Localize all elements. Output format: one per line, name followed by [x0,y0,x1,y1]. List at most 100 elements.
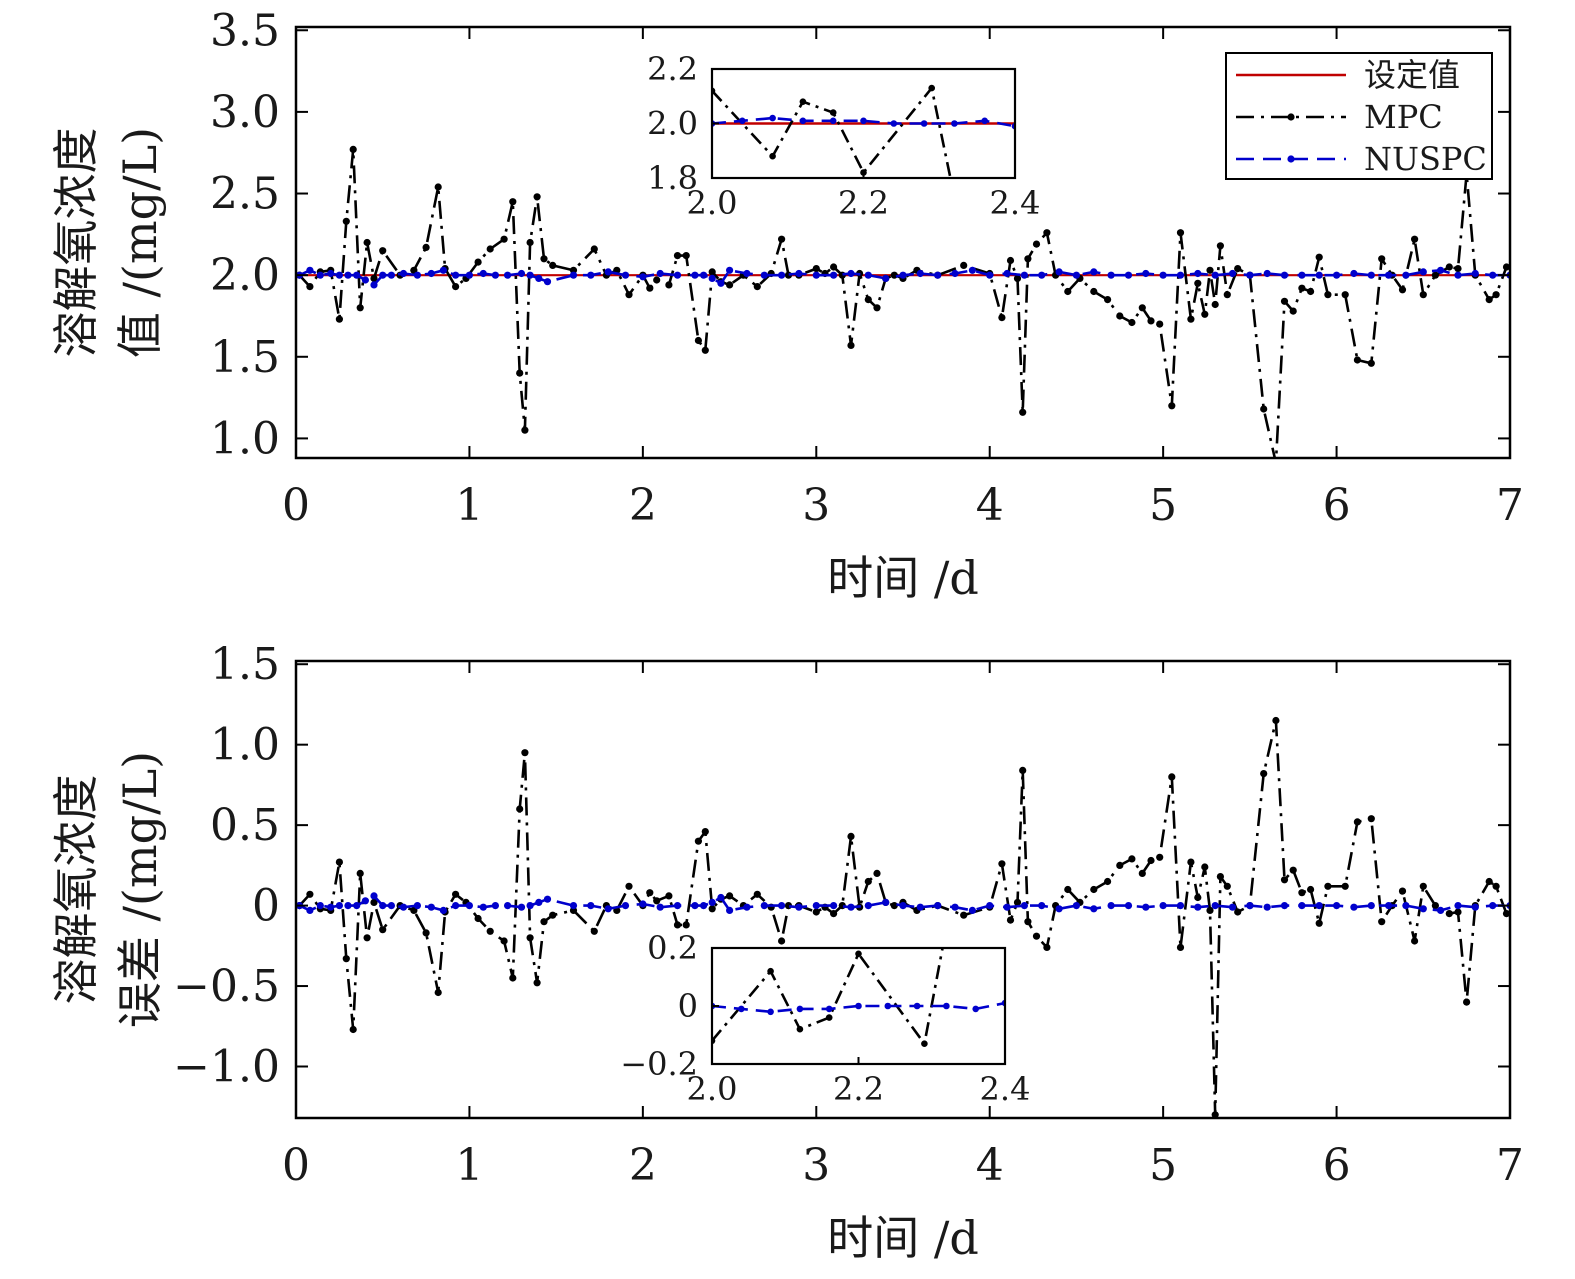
data-point-MPC-50 [812,908,820,916]
data-point-MPC-4 [335,858,343,866]
data-point-NUSPC-2 [316,271,324,279]
data-point-NUSPC-78 [1471,269,1479,278]
data-point-MPC-36 [665,281,673,289]
data-point-NUSPC-65 [1246,271,1254,279]
data-point-NUSPC-45 [899,271,907,279]
data-point-MPC-41 [708,268,716,276]
x-tick-label: 2 [629,1140,657,1191]
data-point-NUSPC-8 [370,892,378,900]
data-point-NUSPC-77 [1454,902,1462,910]
data-point-NUSPC-4 [825,1005,833,1013]
data-point-NUSPC-48 [951,269,959,278]
data-point-MPC-86 [1201,863,1209,871]
data-point-NUSPC-3 [799,117,807,125]
data-point-NUSPC-9 [379,271,387,279]
data-point-NUSPC-20 [517,269,526,278]
data-point-MPC-99 [1315,919,1323,927]
data-point-NUSPC-54 [1055,905,1063,913]
data-point-NUSPC-45 [899,902,907,910]
data-point-NUSPC-56 [1090,905,1098,913]
data-point-MPC-101 [1341,291,1349,299]
data-point-MPC-70 [1032,932,1041,940]
data-point-NUSPC-47 [934,271,942,279]
data-point-MPC-109 [1431,271,1439,279]
data-point-MPC-27 [549,911,557,919]
data-point-NUSPC-21 [526,271,534,279]
data-point-NUSPC-5 [860,117,867,125]
data-point-MPC-87 [1206,906,1214,915]
y-tick-label: 2.0 [647,105,698,143]
data-point-NUSPC-35 [726,906,734,915]
data-point-MPC-76 [1104,296,1112,304]
data-point-MPC-81 [1156,853,1164,861]
data-point-NUSPC-1 [306,266,314,274]
legend-marker-MPC [1287,113,1295,121]
data-point-NUSPC-3 [796,1005,804,1013]
data-point-NUSPC-8 [370,281,378,289]
data-point-NUSPC-39 [795,903,803,911]
data-point-NUSPC-69 [1315,271,1323,279]
data-point-NUSPC-47 [934,902,942,910]
data-point-MPC-78 [1128,855,1136,863]
data-point-NUSPC-74 [1402,271,1410,279]
data-point-MPC-27 [549,261,557,269]
data-point-NUSPC-79 [1489,902,1497,910]
data-point-NUSPC-38 [778,271,786,279]
y-axis-label-line-1: 溶解氧浓度 [49,775,103,1005]
data-point-NUSPC-29 [656,903,664,911]
x-tick-label: 4 [976,1140,1004,1191]
y-tick-label: 0.5 [210,800,280,851]
data-point-NUSPC-33 [708,274,716,282]
data-point-NUSPC-68 [1298,271,1306,279]
data-point-MPC-90 [1223,291,1231,299]
x-tick-label: 2.0 [687,1070,738,1108]
data-point-MPC-9 [370,274,378,282]
data-point-NUSPC-48 [951,903,959,911]
x-tick-label: 0 [282,1140,310,1191]
data-point-MPC-21 [509,198,517,206]
data-point-MPC-22 [516,369,524,377]
data-point-MPC-98 [1307,287,1315,296]
data-point-MPC-99 [1315,253,1323,261]
data-point-MPC-77 [1116,312,1124,320]
data-point-MPC-9 [370,898,378,907]
data-point-MPC-108 [1419,882,1427,890]
x-tick-label: 5 [1149,1140,1177,1191]
data-point-MPC-69 [1024,255,1032,263]
data-point-MPC-1 [306,283,314,291]
data-point-MPC-70 [1032,240,1041,248]
data-point-MPC-85 [1194,279,1202,287]
data-point-MPC-47 [778,235,786,243]
data-point-MPC-10 [379,247,387,255]
data-point-MPC-100 [1324,291,1332,299]
y-axis-label-line-2: 值 /(mg/L) [113,127,167,358]
data-point-NUSPC-51 [1003,903,1011,911]
data-point-MPC-65 [998,860,1006,868]
data-point-MPC-23 [521,426,529,434]
data-point-NUSPC-36 [743,903,751,911]
data-point-NUSPC-77 [1454,271,1462,279]
data-point-NUSPC-67 [1280,271,1289,279]
data-point-MPC-39 [694,837,703,845]
data-point-NUSPC-25 [587,902,595,910]
data-point-MPC-6 [349,145,357,153]
inset-plot-area [712,948,1005,1047]
data-point-MPC-6 [951,194,958,201]
data-point-NUSPC-34 [717,279,725,287]
data-point-NUSPC-69 [1315,902,1323,910]
data-point-MPC-94 [1272,459,1279,466]
data-point-MPC-13 [422,243,430,251]
x-tick-label: 6 [1323,480,1351,531]
data-point-MPC-1 [306,890,314,898]
data-point-MPC-86 [1201,310,1209,318]
data-point-MPC-78 [1128,318,1136,327]
data-point-MPC-10 [379,926,387,934]
data-point-MPC-104 [1378,918,1386,926]
data-point-MPC-95 [1280,297,1289,305]
data-point-NUSPC-13 [427,269,435,278]
y-tick-label: −0.2 [620,1045,698,1083]
data-point-MPC-4 [855,950,862,958]
data-point-NUSPC-41 [830,902,838,910]
data-point-NUSPC-4 [335,271,343,279]
data-point-NUSPC-59 [1142,269,1150,278]
